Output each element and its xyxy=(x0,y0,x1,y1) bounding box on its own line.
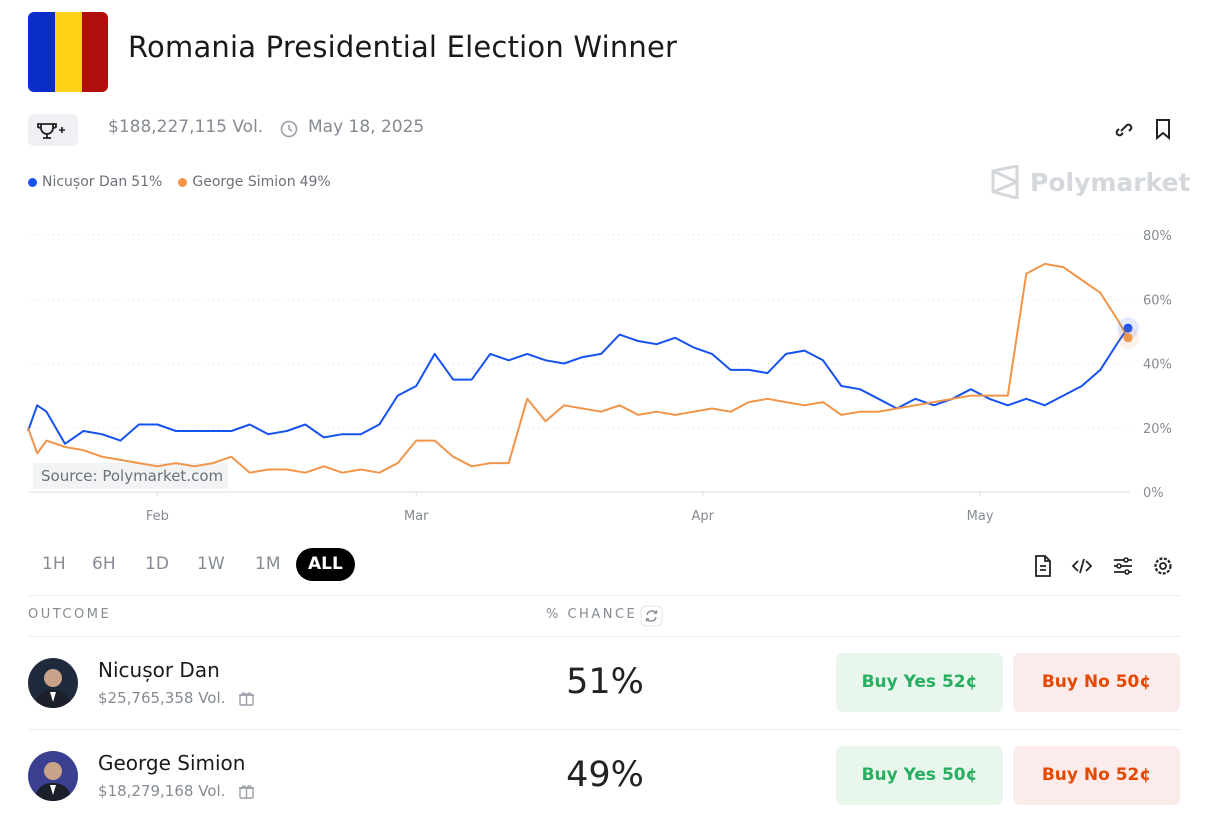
x-tick-label: Apr xyxy=(692,509,715,524)
brand: Polymarket xyxy=(990,165,1190,199)
y-tick-label: 20% xyxy=(1143,422,1172,437)
buy-no-button[interactable]: Buy No 50¢ xyxy=(1013,653,1180,712)
outcome-name: Nicușor Dan xyxy=(98,658,220,682)
y-tick-label: 0% xyxy=(1143,486,1164,501)
bookmark-button[interactable] xyxy=(1153,117,1175,141)
range-button[interactable]: ALL xyxy=(296,548,355,581)
x-tick-label: Mar xyxy=(404,509,429,524)
divider xyxy=(28,636,1181,637)
gift-icon xyxy=(237,688,257,712)
chart: 0% 20% 40% 60% 80% Feb Mar Apr May Source: Polyma… xyxy=(27,229,1172,524)
outcome-name: George Simion xyxy=(98,751,246,775)
gift-icon xyxy=(237,781,257,805)
legend-swatch xyxy=(28,177,37,187)
legend-swatch xyxy=(178,177,188,187)
source-label: Source: Polymarket.com xyxy=(41,467,223,485)
volume: $188,227,115 Vol. xyxy=(108,117,264,137)
brand-name: Polymarket xyxy=(1030,167,1191,197)
legend-name: George Simion xyxy=(192,174,296,190)
filter-button[interactable] xyxy=(1114,557,1132,575)
range-button[interactable]: 1M xyxy=(255,554,281,574)
range-button[interactable]: 6H xyxy=(92,554,116,574)
doc-button[interactable] xyxy=(1035,555,1051,577)
settings-button[interactable] xyxy=(1154,557,1172,575)
chart-tools xyxy=(1035,555,1172,577)
series-line xyxy=(27,327,1129,445)
column-header: % CHANCE xyxy=(546,607,638,622)
x-tick-label: Feb xyxy=(146,509,169,524)
source-box xyxy=(33,463,228,489)
legend: Nicușor Dan 51% George Simion 49% xyxy=(28,174,331,190)
y-tick-label: 80% xyxy=(1143,229,1172,244)
divider xyxy=(28,595,1181,596)
link-button[interactable] xyxy=(1112,118,1136,142)
y-tick-label: 40% xyxy=(1143,358,1172,373)
legend-name: Nicușor Dan xyxy=(42,174,128,190)
range-button[interactable]: 1W xyxy=(197,554,225,574)
buy-yes-button[interactable]: Buy Yes 50¢ xyxy=(836,746,1003,805)
legend-item: Nicușor Dan 51% xyxy=(28,174,162,190)
outcome-chance: 51% xyxy=(566,662,644,702)
legend-value: 49% xyxy=(299,174,331,190)
legend-item: George Simion 49% xyxy=(178,174,331,190)
buy-yes-button[interactable]: Buy Yes 52¢ xyxy=(836,653,1003,712)
range-button[interactable]: 1D xyxy=(145,554,169,574)
title: Romania Presidential Election Winner xyxy=(128,30,678,64)
buy-no-button[interactable]: Buy No 52¢ xyxy=(1013,746,1180,805)
y-tick-label: 60% xyxy=(1143,293,1172,308)
series-line xyxy=(27,262,1129,474)
clock-icon xyxy=(280,120,298,138)
embed-button[interactable] xyxy=(1071,558,1093,574)
x-tick-label: May xyxy=(967,509,994,524)
flag xyxy=(28,12,108,92)
end-dot xyxy=(1123,323,1133,333)
outcome-volume: $25,765,358 Vol. xyxy=(98,689,226,707)
legend-value: 51% xyxy=(131,174,163,190)
end-date: May 18, 2025 xyxy=(308,117,425,137)
end-dot xyxy=(1123,333,1133,343)
outcome-volume: $18,279,168 Vol. xyxy=(98,782,226,800)
outcome-chance: 49% xyxy=(566,755,644,795)
refresh-button[interactable] xyxy=(640,605,664,627)
avatar xyxy=(28,658,78,708)
divider xyxy=(28,729,1181,730)
column-header: OUTCOME xyxy=(28,607,112,622)
trophy-button[interactable] xyxy=(28,114,78,146)
range-button[interactable]: 1H xyxy=(42,554,66,574)
avatar xyxy=(28,751,78,801)
